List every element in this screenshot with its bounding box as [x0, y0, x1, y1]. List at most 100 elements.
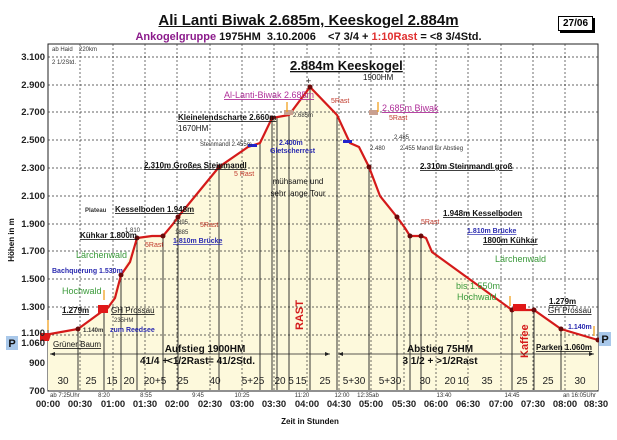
y-axis-label: Höhen in m: [7, 218, 16, 262]
svg-text:06:00: 06:00: [424, 399, 448, 410]
aufstieg-time-a: 41/4 +: [140, 356, 168, 367]
aufstieg-label: Aufstieg 1900HM: [165, 344, 246, 355]
kesselboden-prefix: Plateau: [85, 208, 107, 214]
summit-label: 2.884m Keeskogel: [290, 58, 403, 73]
y-axis: 3.100 2.900 2.700 2.500 2.300 2.100 1.90…: [21, 52, 45, 397]
svg-text:06:30: 06:30: [456, 399, 480, 410]
segment-lines: [77, 87, 562, 390]
svg-text:25: 25: [319, 376, 331, 387]
parken-label: Parken 1.060m: [536, 343, 592, 352]
svg-text:03:30: 03:30: [262, 399, 286, 410]
bach-label: Bachquerung 1.530m: [52, 268, 123, 275]
kuehkar-up: Kühkar 1.800m: [80, 231, 137, 240]
abstieg-time: 3 1/2 + >1/2Rast: [402, 356, 478, 367]
svg-text:25: 25: [177, 376, 189, 387]
svg-text:8:20: 8:20: [98, 393, 110, 399]
svg-text:30: 30: [419, 376, 431, 387]
tour-number-badge: 27/06: [558, 16, 594, 31]
svg-text:20: 20: [274, 376, 286, 387]
svg-text:5: 5: [288, 376, 294, 387]
v1140-down: 1.140m: [568, 324, 592, 331]
svg-text:03:00: 03:00: [230, 399, 254, 410]
svg-text:25: 25: [516, 376, 528, 387]
svg-text:05:00: 05:00: [359, 399, 383, 410]
summit-hm: 1900HM: [363, 73, 394, 82]
parking-icon-end-label: P: [601, 334, 608, 346]
aufstieg-arrowhead: [50, 352, 55, 356]
kaffee-vertical-label: Kaffee: [519, 324, 531, 358]
v1895: 1.895: [173, 220, 189, 226]
parking-icon-end: [599, 332, 611, 346]
svg-text:10:25: 10:25: [234, 393, 250, 399]
abstieg-label: Abstieg 75HM: [407, 344, 473, 355]
kuehkar-down: 1800m Kühkar: [483, 236, 538, 245]
rast-kesselboden-down: 5Rast: [421, 219, 439, 226]
svg-text:08:00: 08:00: [553, 399, 577, 410]
svg-text:04:00: 04:00: [295, 399, 319, 410]
prossau-down: GH Prossau: [548, 306, 592, 315]
x-axis-label: Zeit in Stunden: [281, 417, 339, 426]
steinmandl-gross-up: 2.310m Großes Steinmandl: [144, 161, 247, 170]
svg-text:2.900: 2.900: [21, 80, 45, 91]
svg-text:10: 10: [457, 376, 469, 387]
svg-text:12:35ab: 12:35ab: [357, 393, 379, 399]
rast-kuehkar: 5Rast: [145, 242, 163, 249]
chart-title: Ali Lanti Biwak 2.685m, Keeskogel 2.884m: [158, 12, 459, 29]
gletscher-elev: 2.400m: [279, 140, 303, 147]
parking-icon-start: [6, 336, 18, 350]
scharte-hm: 1670HM: [178, 124, 209, 133]
svg-text:5+30: 5+30: [343, 376, 366, 387]
rast-steinmandl: 5 Rast: [234, 171, 254, 178]
svg-text:15: 15: [295, 376, 307, 387]
kesselboden-down: 1.948m Kesselboden: [443, 209, 522, 218]
aufstieg-time-rast: <1/2Rast: [167, 356, 209, 367]
svg-text:20: 20: [123, 376, 135, 387]
gruener-baum-label: Grüner Baum: [53, 340, 101, 349]
bruecke-down: 1.810m Brücke: [467, 228, 517, 235]
prossau-elev-down: 1.279m: [549, 297, 576, 306]
hochwald-down-a: bis 1.550m: [456, 281, 500, 291]
reedsee-elev: 1.140m: [83, 328, 103, 334]
v1810: 1.810: [125, 228, 141, 234]
svg-text:1.700: 1.700: [21, 246, 45, 257]
kesselboden-up: Kesselboden 1.948m: [115, 205, 194, 214]
svg-text:35: 35: [481, 376, 493, 387]
svg-text:12:00: 12:00: [334, 393, 350, 399]
v-grid: [79, 44, 566, 390]
rast-biwak: 5Rast: [389, 115, 407, 122]
svg-text:3.100: 3.100: [21, 52, 45, 63]
flag-markers: [47, 102, 595, 336]
prossau-elev-up: 1.279m: [62, 306, 89, 315]
biwak-elev: 2.685m: [293, 113, 313, 119]
svg-text:5+25: 5+25: [242, 376, 265, 387]
svg-text:11:20: 11:20: [295, 393, 310, 399]
mandl-b: 2.480: [370, 146, 386, 152]
svg-text:08:30: 08:30: [584, 399, 608, 410]
abstieg-arrowhead: [338, 352, 343, 356]
note-from: ab Haid: [52, 47, 73, 53]
biwak-up-label: Al-Lanti-Biwak 2.685m: [224, 90, 314, 100]
svg-text:07:30: 07:30: [521, 399, 545, 410]
svg-text:ab 7:25Uhr: ab 7:25Uhr: [50, 393, 80, 399]
subtitle-date: 3.10.2006: [266, 31, 316, 43]
svg-text:15: 15: [106, 376, 118, 387]
svg-text:20: 20: [444, 376, 456, 387]
mandl-c: 2.455 Mandl für Abstieg: [400, 146, 463, 152]
svg-text:9:45: 9:45: [192, 393, 204, 399]
svg-text:an 16:05Uhr: an 16:05Uhr: [563, 393, 596, 399]
mandl-a: 2.485: [394, 135, 410, 141]
prossau-hm: 235HM: [114, 318, 133, 324]
svg-text:04:30: 04:30: [327, 399, 351, 410]
svg-text:2.500: 2.500: [21, 135, 45, 146]
svg-text:40: 40: [209, 376, 221, 387]
x-axis: 00:00 00:30 01:00 01:30 02:00 02:30 03:0…: [36, 399, 608, 410]
profile-points: [75, 84, 601, 343]
svg-text:700: 700: [29, 386, 45, 397]
tour-note-b: sehr lange Tour: [271, 189, 326, 198]
tour-note-a: mühsame und: [273, 177, 324, 186]
hut-icons: [40, 110, 526, 341]
rast-1895: 5Rast: [200, 222, 218, 229]
clock-times: ab 7:25Uhr 8:20 8:55 9:45 10:25 11:20 12…: [50, 393, 596, 399]
svg-text:00:30: 00:30: [68, 399, 92, 410]
